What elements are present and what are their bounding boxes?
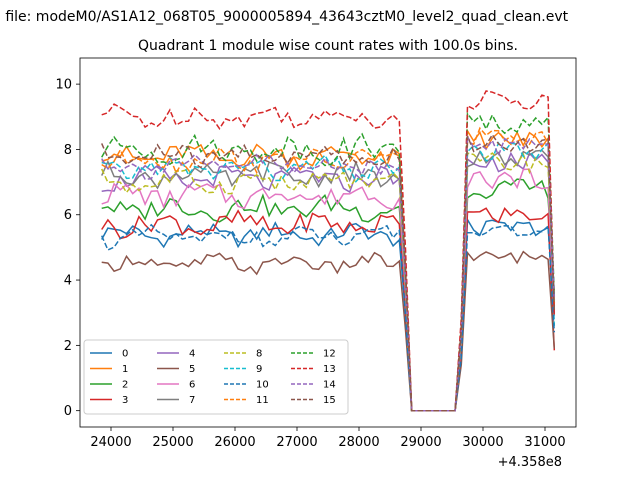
legend-label-11: 11 [256,395,269,406]
legend-frame [83,339,349,415]
legend-label-14: 14 [323,380,336,391]
y-tick-label: 6 [64,208,72,223]
x-tick-label: 31000 [524,435,565,450]
legend-label-2: 2 [122,380,128,391]
chart-title: Quadrant 1 module wise count rates with … [138,38,518,54]
legend-label-4: 4 [189,349,195,360]
legend-label-3: 3 [122,395,128,406]
x-tick-label: 25000 [152,435,193,450]
legend-label-1: 1 [122,364,128,375]
series-line-9 [101,141,556,412]
y-tick-label: 2 [64,339,72,354]
y-tick-label: 10 [55,78,72,93]
x-tick-label: 28000 [338,435,379,450]
legend-label-5: 5 [189,364,195,375]
y-tick-label: 0 [64,404,72,419]
series-line-11 [101,126,556,412]
x-tick-label: 24000 [90,435,131,450]
series-line-7 [101,149,556,412]
legend-label-7: 7 [189,395,195,406]
series-line-14 [101,134,556,412]
x-tick-label: 29000 [400,435,441,450]
series-line-6 [101,168,556,412]
y-tick-label: 8 [64,143,72,158]
series-line-12 [101,111,556,412]
axes-layer: 24000 25000 26000 27000 28000 29000 30000 31000… [55,57,577,450]
x-axis-offset-label: +4.358e8 [498,455,562,470]
y-tick-label: 4 [64,274,72,289]
legend-label-8: 8 [256,349,262,360]
plot-area [101,90,556,412]
x-tick-label: 30000 [462,435,503,450]
series-line-15 [101,133,556,412]
x-tick-label: 26000 [214,435,255,450]
legend-label-10: 10 [256,380,269,391]
x-tick-label: 27000 [276,435,317,450]
legend-label-13: 13 [323,364,336,375]
legend-label-12: 12 [323,349,336,360]
series-line-5 [101,250,556,412]
figure-suptitle: n file: modeM0/AS1A12_068T05_9000005894_… [0,9,569,25]
axes-frame [79,57,577,428]
legend-label-6: 6 [189,380,195,391]
series-line-1 [101,128,556,412]
legend-label-9: 9 [256,364,262,375]
series-line-3 [101,207,556,412]
legend-label-0: 0 [122,349,128,360]
series-line-10 [101,223,556,412]
legend-label-15: 15 [323,395,336,406]
series-lines [101,90,556,412]
series-line-13 [101,90,556,412]
